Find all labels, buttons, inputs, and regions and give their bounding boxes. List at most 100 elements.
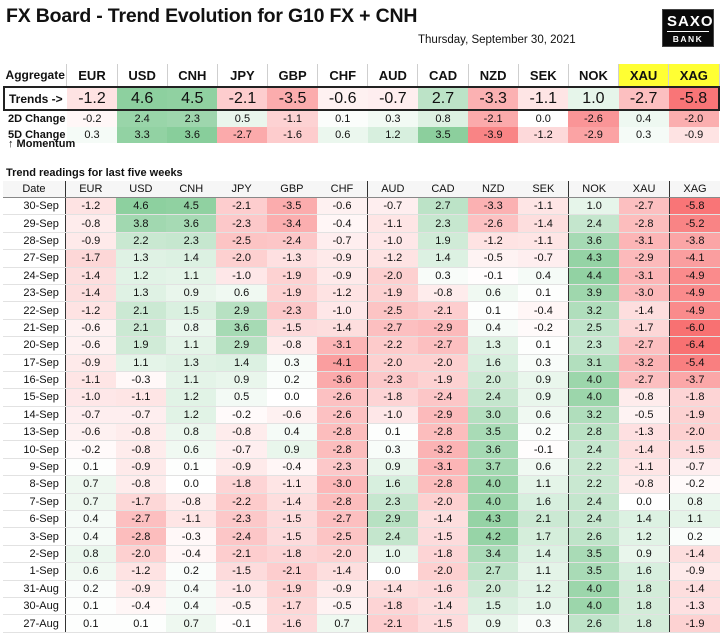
trend-reading-cell: 1.9 bbox=[418, 232, 468, 249]
trend-reading-cell: -6.4 bbox=[670, 337, 720, 354]
trend-reading-cell: -2.1 bbox=[418, 302, 468, 319]
row-date: 16-Sep bbox=[3, 371, 65, 388]
trend-reading-cell: -1.3 bbox=[619, 424, 669, 441]
row-date: 31-Aug bbox=[3, 580, 65, 597]
trend-reading-cell: -2.6 bbox=[317, 389, 367, 406]
row-date: 17-Sep bbox=[3, 354, 65, 371]
trend-reading-cell: -2.1 bbox=[216, 545, 266, 562]
trend-reading-cell: 2.2 bbox=[569, 476, 619, 493]
trend-reading-cell: 0.8 bbox=[166, 424, 216, 441]
trend-reading-cell: -1.0 bbox=[367, 406, 417, 423]
row-date: 23-Sep bbox=[3, 284, 65, 301]
trend-reading-cell: -4.9 bbox=[670, 284, 720, 301]
trend-reading-cell: 2.6 bbox=[569, 615, 619, 632]
currency-header-aud: AUD bbox=[368, 64, 418, 87]
currency-header-cnh: CNH bbox=[167, 64, 217, 87]
trend-reading-cell: -2.8 bbox=[116, 528, 166, 545]
trend-reading-cell: -5.8 bbox=[670, 198, 720, 215]
saxo-bank-logo: SAXO BANK bbox=[662, 9, 714, 47]
trend-reading-cell: 0.6 bbox=[518, 406, 568, 423]
trend-reading-cell: -2.5 bbox=[317, 528, 367, 545]
trend-reading-cell: 1.7 bbox=[518, 528, 568, 545]
trend-reading-cell: 1.6 bbox=[468, 354, 518, 371]
trend-reading-cell: -0.4 bbox=[116, 597, 166, 614]
change-2d-cell-cnh: 2.3 bbox=[167, 110, 217, 127]
trend-reading-cell: 0.8 bbox=[670, 493, 720, 510]
page-title: FX Board - Trend Evolution for G10 FX + … bbox=[6, 5, 417, 28]
trend-reading-cell: 2.6 bbox=[569, 528, 619, 545]
logo-text-bottom: BANK bbox=[663, 34, 713, 45]
trend-reading-cell: -2.7 bbox=[418, 337, 468, 354]
trend-reading-cell: -2.0 bbox=[670, 424, 720, 441]
change-2d-cell-nzd: -2.1 bbox=[468, 110, 518, 127]
trend-reading-cell: 2.3 bbox=[569, 337, 619, 354]
trend-reading-cell: 0.0 bbox=[367, 563, 417, 580]
trend-reading-cell: 0.9 bbox=[518, 389, 568, 406]
trend-reading-cell: 1.1 bbox=[518, 476, 568, 493]
trend-reading-cell: 1.6 bbox=[619, 563, 669, 580]
trend-reading-cell: -1.1 bbox=[116, 389, 166, 406]
trend-reading-cell: 1.4 bbox=[619, 511, 669, 528]
trend-reading-cell: -2.4 bbox=[418, 389, 468, 406]
trend-reading-cell: -1.0 bbox=[216, 580, 266, 597]
trend-reading-cell: 1.1 bbox=[166, 337, 216, 354]
trend-reading-cell: 1.3 bbox=[468, 337, 518, 354]
trend-reading-cell: -2.0 bbox=[418, 354, 468, 371]
trends-label: Trends -> bbox=[4, 87, 67, 110]
trend-reading-cell: -1.1 bbox=[367, 215, 417, 232]
trend-reading-cell: -1.5 bbox=[267, 319, 317, 336]
trend-reading-cell: 2.4 bbox=[367, 528, 417, 545]
trend-reading-cell: 0.2 bbox=[166, 563, 216, 580]
trend-reading-cell: 0.9 bbox=[367, 458, 417, 475]
history-header-chf: CHF bbox=[317, 181, 367, 198]
trend-reading-cell: -2.5 bbox=[216, 232, 266, 249]
trend-reading-cell: -2.0 bbox=[418, 493, 468, 510]
change-2d-cell-xag: -2.0 bbox=[669, 110, 719, 127]
trend-reading-cell: 1.2 bbox=[166, 406, 216, 423]
trend-reading-cell: -1.1 bbox=[65, 371, 115, 388]
trend-reading-cell: -2.6 bbox=[317, 406, 367, 423]
trend-reading-cell: 0.1 bbox=[116, 615, 166, 632]
trend-reading-cell: 1.1 bbox=[116, 354, 166, 371]
currency-header-jpy: JPY bbox=[217, 64, 267, 87]
trend-reading-cell: 1.2 bbox=[116, 267, 166, 284]
trend-reading-cell: 4.0 bbox=[569, 389, 619, 406]
trend-reading-cell: 4.3 bbox=[468, 511, 518, 528]
trend-cell-nok: 1.0 bbox=[568, 87, 618, 110]
trend-reading-cell: 2.3 bbox=[166, 232, 216, 249]
trend-reading-cell: -1.4 bbox=[65, 284, 115, 301]
trend-reading-cell: 3.6 bbox=[166, 215, 216, 232]
trend-reading-cell: -1.1 bbox=[518, 232, 568, 249]
trend-reading-cell: 4.0 bbox=[569, 597, 619, 614]
row-date: 27-Sep bbox=[3, 250, 65, 267]
row-date: 29-Sep bbox=[3, 215, 65, 232]
change-5d-cell-nzd: -3.9 bbox=[468, 127, 518, 143]
trend-reading-cell: 0.4 bbox=[65, 528, 115, 545]
trend-cell-cnh: 4.5 bbox=[167, 87, 217, 110]
logo-text-top: SAXO bbox=[667, 14, 709, 32]
report-date: Thursday, September 30, 2021 bbox=[418, 34, 576, 46]
trend-reading-cell: 0.1 bbox=[518, 284, 568, 301]
trend-reading-cell: -1.2 bbox=[317, 284, 367, 301]
row-date: 20-Sep bbox=[3, 337, 65, 354]
trend-reading-cell: 0.7 bbox=[317, 615, 367, 632]
row-date: 9-Sep bbox=[3, 458, 65, 475]
trend-reading-cell: -0.5 bbox=[216, 597, 266, 614]
trend-reading-cell: -4.1 bbox=[317, 354, 367, 371]
trend-reading-cell: -2.7 bbox=[116, 511, 166, 528]
trend-reading-cell: -2.7 bbox=[619, 371, 669, 388]
trend-reading-cell: 3.5 bbox=[569, 563, 619, 580]
trend-reading-cell: -0.1 bbox=[468, 267, 518, 284]
trend-reading-cell: -0.7 bbox=[116, 406, 166, 423]
trend-reading-cell: -0.4 bbox=[166, 545, 216, 562]
